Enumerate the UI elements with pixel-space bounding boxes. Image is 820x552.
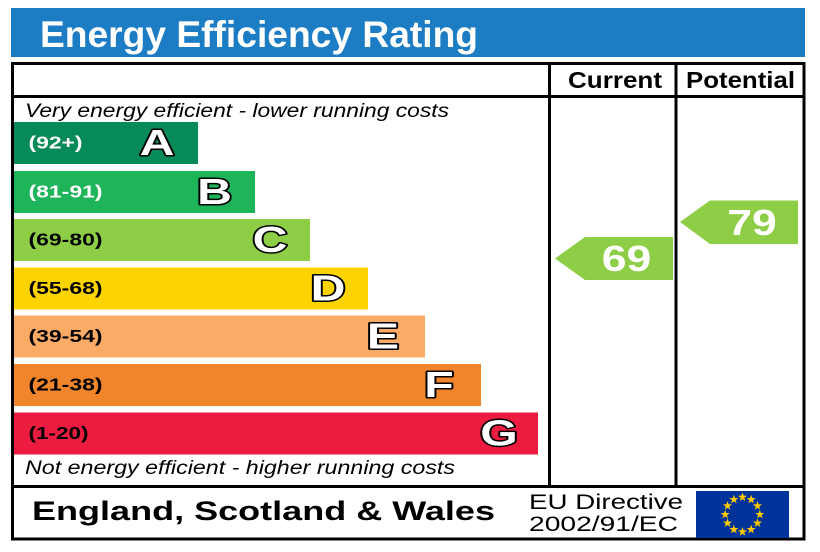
svg-text:(92+): (92+) <box>29 133 83 153</box>
svg-text:Potential: Potential <box>686 67 795 93</box>
svg-text:D: D <box>311 268 346 309</box>
svg-text:Energy Efficiency Rating: Energy Efficiency Rating <box>40 14 478 55</box>
svg-text:A: A <box>140 123 175 164</box>
svg-text:Current: Current <box>568 67 662 93</box>
svg-text:C: C <box>253 220 288 261</box>
svg-text:F: F <box>424 365 453 406</box>
svg-text:(39-54): (39-54) <box>29 326 103 346</box>
svg-text:(21-38): (21-38) <box>29 375 103 395</box>
svg-text:(69-80): (69-80) <box>29 230 103 250</box>
svg-text:(55-68): (55-68) <box>29 278 103 298</box>
svg-text:England, Scotland & Wales: England, Scotland & Wales <box>32 496 495 526</box>
svg-text:(1-20): (1-20) <box>29 423 89 443</box>
svg-text:E: E <box>367 316 399 357</box>
svg-text:(81-91): (81-91) <box>29 182 103 202</box>
svg-text:69: 69 <box>602 238 652 279</box>
svg-text:79: 79 <box>727 202 777 243</box>
svg-text:Very energy efficient - lower: Very energy efficient - lower running co… <box>25 101 450 122</box>
svg-text:Not energy efficient - higher: Not energy efficient - higher running co… <box>25 458 456 479</box>
svg-text:EU Directive: EU Directive <box>529 490 683 514</box>
svg-text:G: G <box>480 413 517 454</box>
svg-text:B: B <box>197 172 232 213</box>
svg-text:2002/91/EC: 2002/91/EC <box>529 512 678 536</box>
